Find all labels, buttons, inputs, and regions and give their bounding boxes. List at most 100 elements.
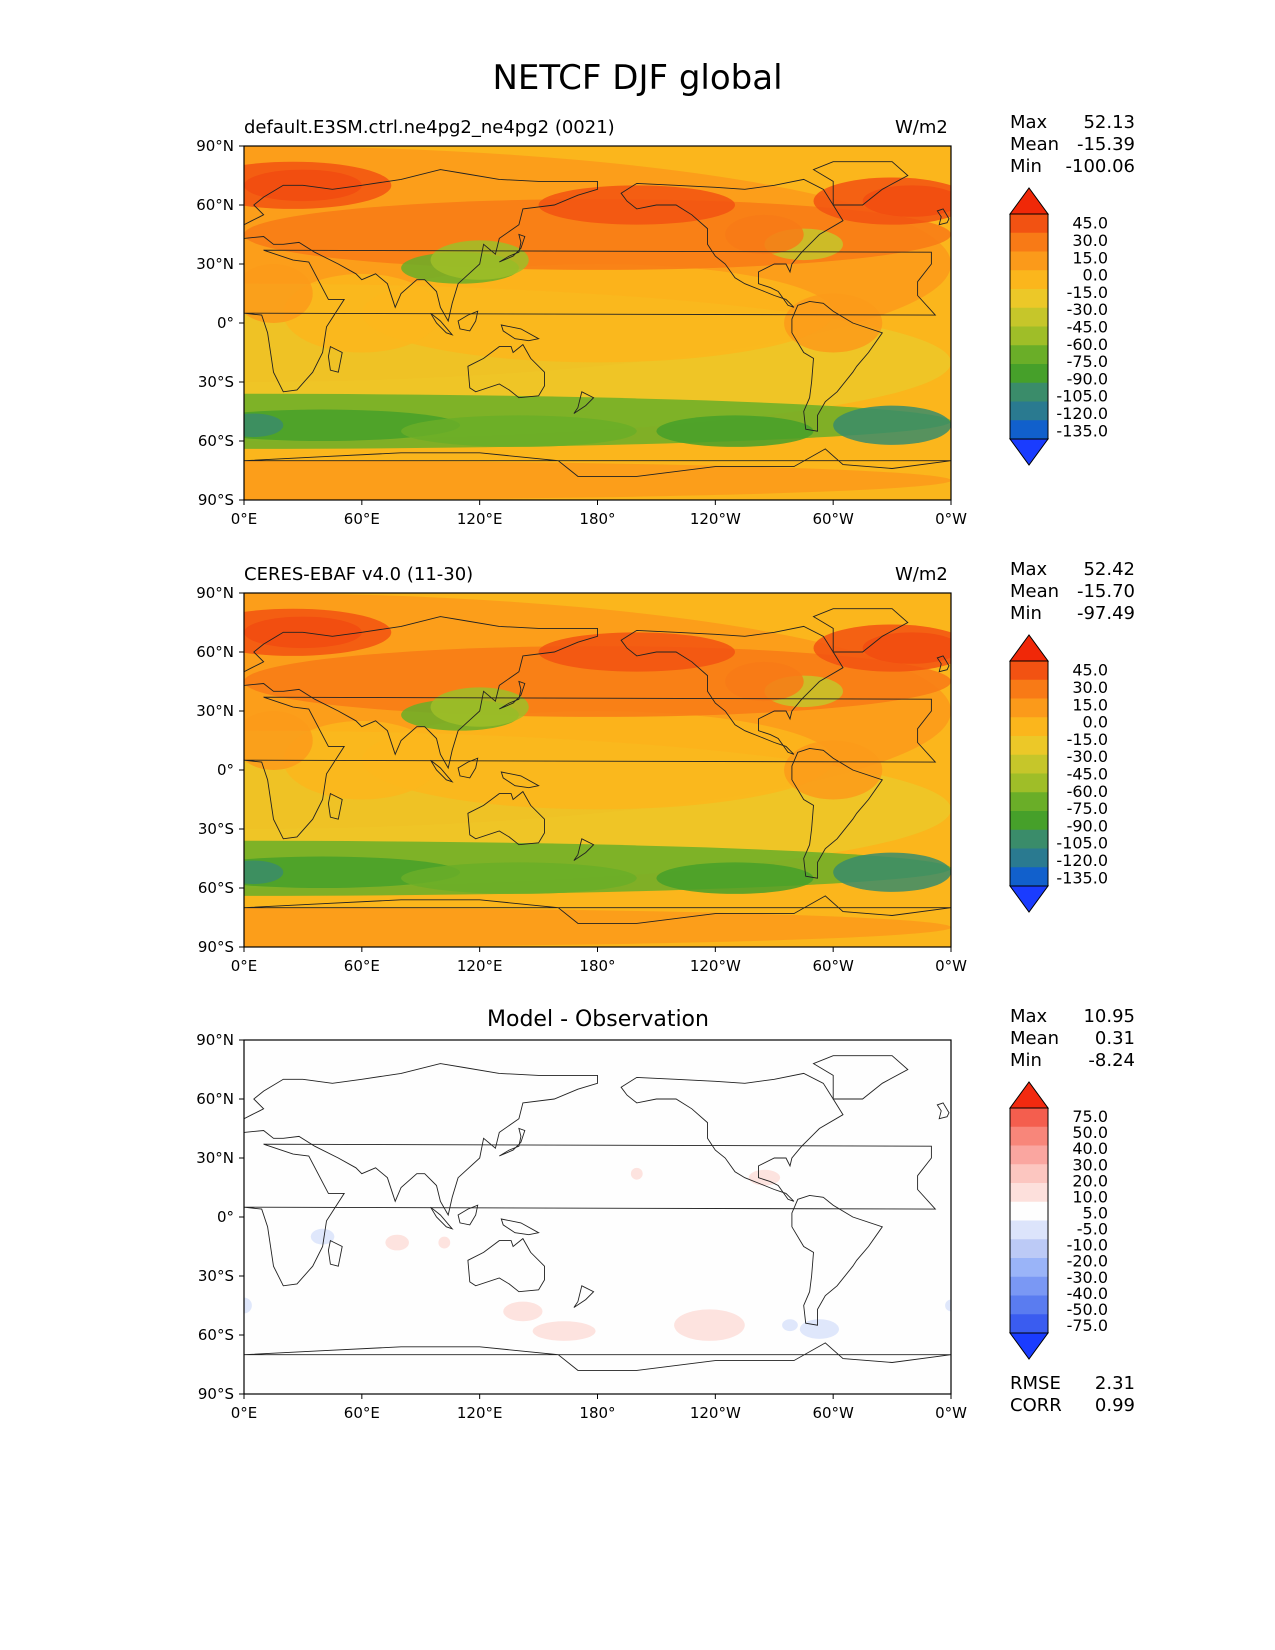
colorbar-swatch: [1010, 736, 1048, 756]
x-tick-label: 0°E: [231, 1404, 258, 1422]
panel2-left-title: CERES-EBAF v4.0 (11-30): [244, 564, 474, 585]
colorbar-swatch: [1010, 679, 1048, 699]
field-contour: [748, 1169, 781, 1186]
madagascar-outline: [327, 345, 343, 373]
japan-outline: [499, 680, 526, 710]
colorbar-swatch: [1010, 811, 1048, 831]
colorbar-label: 30.0: [1072, 678, 1108, 697]
field-contour: [361, 711, 834, 810]
y-tick-label: 30°N: [196, 1149, 234, 1167]
field-contour: [401, 862, 637, 894]
y-tick-label: 90°S: [198, 1385, 234, 1403]
field-contour: [945, 1299, 951, 1312]
colorbar-label: -10.0: [1067, 1236, 1108, 1255]
colorbar-label: 5.0: [1083, 1203, 1108, 1222]
y-tick-label: 0°: [217, 761, 234, 779]
colorbar-swatch: [1010, 848, 1048, 868]
colorbar-label: -75.0: [1067, 1316, 1108, 1335]
colorbar-swatch: [1010, 1220, 1048, 1240]
colorbar-swatch: [1010, 1258, 1048, 1278]
stat-min-label: Min: [1010, 1050, 1042, 1071]
new-zealand-outline: [573, 391, 595, 414]
sumatra-outline: [430, 759, 454, 783]
y-tick-label: 90°S: [198, 938, 234, 956]
axis-ticks: 0°E 60°E 120°E 180° 120°W 60°W 0°W 90°N 60°N 30°N…: [196, 584, 967, 975]
stat-mean-value: 0.31: [1094, 1028, 1135, 1049]
eurasia-outline: [244, 1063, 598, 1217]
axis-ticks: 0°E 60°E 120°E 180° 120°W 60°W 0°W 90°N 60°N 30°N…: [196, 1031, 967, 1422]
madagascar-outline: [327, 1239, 343, 1267]
stat-max-label: Max: [1010, 1006, 1048, 1027]
colorbar-label: 45.0: [1072, 214, 1108, 233]
colorbar-swatch: [1010, 1145, 1048, 1165]
colorbar-extend-min: [1009, 1332, 1049, 1360]
colorbar-swatch: [1010, 1239, 1048, 1259]
colorbar-label: 30.0: [1072, 231, 1108, 250]
colorbar-label: -45.0: [1067, 318, 1108, 337]
colorbar-swatch: [1010, 232, 1048, 252]
colorbar-frame: [1009, 213, 1049, 440]
y-tick-label: 30°S: [198, 820, 234, 838]
field-contour: [244, 413, 284, 438]
panel3-stats: Max 10.95 Mean 0.31 Min -8.24: [1010, 1006, 1135, 1072]
field-contour: [538, 632, 735, 672]
colorbar-label: -60.0: [1067, 782, 1108, 801]
figure-title: NETCF DJF global: [492, 58, 783, 98]
south-america-outline: [791, 1194, 884, 1326]
y-tick-label: 0°: [217, 314, 234, 332]
y-tick-label: 90°N: [196, 584, 234, 602]
africa-outline: [244, 1143, 937, 1287]
field-contour: [244, 264, 313, 323]
australia-outline: [467, 790, 545, 846]
colorbar-swatch: [1010, 289, 1048, 309]
x-tick-label: 0°E: [231, 957, 258, 975]
coastlines: [244, 1055, 951, 1371]
colorbar-swatch: [1010, 1108, 1048, 1128]
colorbar-swatch: [1010, 401, 1048, 421]
field-contour: [725, 661, 804, 702]
colorbar-swatch: [1010, 326, 1048, 346]
y-tick-label: 60°N: [196, 1090, 234, 1108]
colorbar-swatch: [1010, 1164, 1048, 1184]
colorbar-label: -15.0: [1067, 283, 1108, 302]
new-zealand-outline: [573, 1285, 595, 1308]
stat-min-value: -8.24: [1088, 1050, 1135, 1071]
colorbar-swatch: [1010, 661, 1048, 681]
x-tick-label: 180°: [579, 957, 615, 975]
sumatra-outline: [430, 312, 454, 336]
panel3-error-stats: RMSE 2.31 CORR 0.99: [1010, 1373, 1135, 1417]
colorbar-swatch: [1010, 1276, 1048, 1296]
colorbar-extend-min: [1009, 438, 1049, 466]
map-field: [244, 1040, 951, 1394]
colorbar-label: -105.0: [1056, 834, 1108, 853]
field-contour: [833, 405, 951, 445]
colorbar-label: -90.0: [1067, 816, 1108, 835]
colorbar-label: -120.0: [1056, 404, 1108, 423]
stat-max-label: Max: [1010, 559, 1048, 580]
field-contour: [833, 852, 951, 892]
stat-max-value: 52.13: [1083, 112, 1135, 133]
stat-mean-label: Mean: [1010, 581, 1060, 602]
field-contour: [532, 1321, 596, 1341]
x-tick-label: 120°W: [690, 957, 741, 975]
stat-rmse-value: 2.31: [1094, 1373, 1135, 1394]
south-america-outline: [791, 300, 884, 432]
y-tick-label: 90°N: [196, 137, 234, 155]
colorbar-extend-max: [1009, 187, 1049, 215]
panel1-map: 0°E 60°E 120°E 180° 120°W 60°W 0°W 90°N 60°N 30°N…: [196, 137, 967, 528]
colorbar-label: -135.0: [1056, 868, 1108, 887]
south-america-outline: [791, 747, 884, 879]
field-contour: [813, 624, 951, 672]
panel2-colorbar: 45.030.015.00.0-15.0-30.0-45.0-60.0-75.0…: [1009, 634, 1108, 913]
x-tick-label: 0°W: [935, 510, 967, 528]
field-contour: [813, 177, 951, 225]
australia-outline: [467, 343, 545, 399]
y-tick-label: 60°S: [198, 1326, 234, 1344]
panel1-stats: Max 52.13 Mean -15.39 Min -100.06: [1010, 112, 1135, 178]
stat-mean-label: Mean: [1010, 1028, 1060, 1049]
borneo-outline: [457, 757, 479, 779]
panel2-map: 0°E 60°E 120°E 180° 120°W 60°W 0°W 90°N 60°N 30°N…: [196, 584, 967, 975]
colorbar-frame: [1009, 660, 1049, 887]
colorbar-label: 20.0: [1072, 1171, 1108, 1190]
map-field: [244, 146, 951, 500]
